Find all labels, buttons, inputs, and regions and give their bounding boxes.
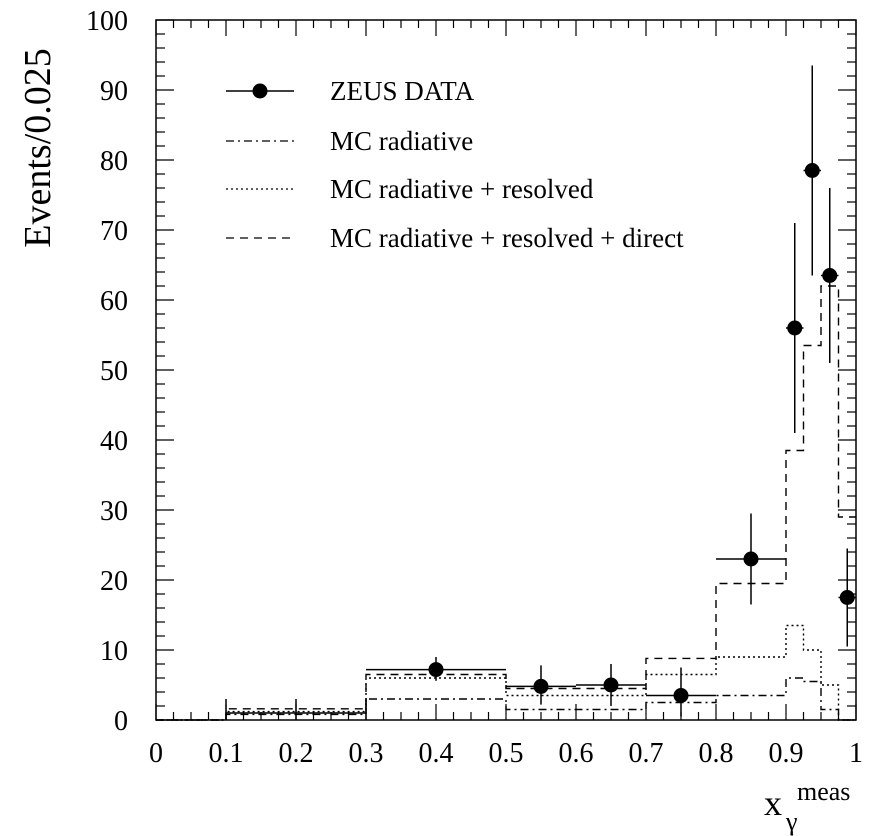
y-tick-label: 100	[86, 6, 128, 37]
data-point	[822, 268, 838, 283]
x-tick-label: 0.6	[559, 738, 594, 769]
x-axis-label-superscript: meas	[797, 777, 850, 806]
x-tick-label: 0.2	[279, 738, 314, 769]
y-tick-label: 0	[114, 706, 128, 737]
data-point	[804, 163, 820, 178]
x-tick-label: 0.1	[209, 738, 244, 769]
y-tick-label: 80	[100, 146, 128, 177]
legend-label-mc-radiative: MC radiative	[330, 126, 473, 156]
legend: ZEUS DATA MC radiative MC radiative + re…	[226, 76, 684, 253]
y-tick-label: 60	[100, 286, 128, 317]
data-point	[839, 590, 855, 605]
x-tick-label: 0.4	[419, 738, 454, 769]
y-axis-label: Events/0.025	[17, 48, 59, 247]
x-axis-label: x γ meas	[764, 777, 850, 836]
x-tick-label: 0.5	[489, 738, 524, 769]
y-tick-label: 50	[100, 356, 128, 387]
x-axis-ticks	[155, 20, 857, 720]
legend-label-mc-resolved: MC radiative + resolved	[330, 174, 594, 204]
data-point	[673, 688, 689, 703]
mc-dashed-histogram	[156, 285, 856, 721]
plot-frame	[155, 19, 857, 721]
x-tick-label: 0.3	[349, 738, 384, 769]
legend-label-zeus-data: ZEUS DATA	[330, 76, 475, 106]
x-tick-label: 0	[149, 738, 163, 769]
x-axis-label-subscript: γ	[785, 807, 798, 836]
data-point	[428, 662, 444, 678]
y-axis-tick-labels: 0 10 20 30 40 50 60 70 80 90 100	[86, 6, 128, 737]
x-tick-label: 0.8	[699, 738, 734, 769]
mc-series-group	[156, 285, 856, 721]
legend-label-mc-direct: MC radiative + resolved + direct	[330, 223, 684, 253]
data-point	[603, 677, 619, 693]
data-point	[787, 320, 803, 336]
y-axis-ticks	[156, 19, 856, 721]
data-points-group	[225, 65, 856, 720]
legend-data-marker	[252, 83, 268, 99]
y-tick-label: 70	[100, 216, 128, 247]
x-axis-tick-labels: 0 0.1 0.2 0.3 0.4 0.5 0.6 0.7 0.8 0.9 1	[149, 738, 863, 769]
y-tick-label: 90	[100, 76, 128, 107]
y-tick-label: 10	[100, 636, 128, 667]
x-tick-label: 1	[849, 738, 863, 769]
x-tick-label: 0.7	[629, 738, 664, 769]
y-tick-label: 20	[100, 566, 128, 597]
x-tick-label: 0.9	[769, 738, 804, 769]
data-point	[533, 678, 549, 694]
data-point	[743, 551, 759, 567]
y-tick-label: 30	[100, 496, 128, 527]
y-tick-label: 40	[100, 426, 128, 457]
x-axis-label-base: x	[764, 783, 782, 823]
